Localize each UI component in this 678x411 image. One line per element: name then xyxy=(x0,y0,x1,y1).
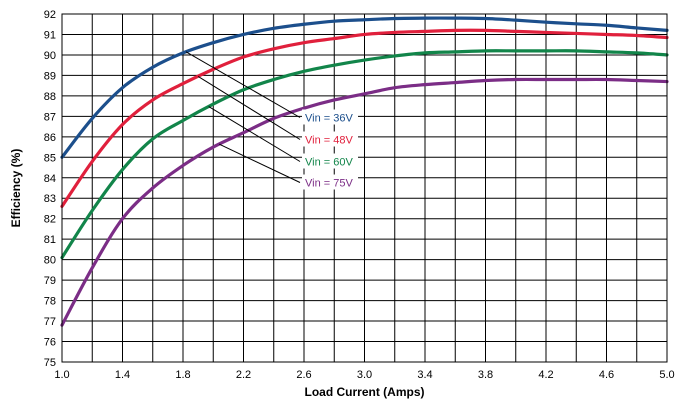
x-tick-label: 1.8 xyxy=(175,369,190,381)
legend-label-3: Vin = 75V xyxy=(305,178,353,190)
y-tick-label: 87 xyxy=(44,111,56,123)
plot-grid xyxy=(62,14,667,362)
y-tick-label: 81 xyxy=(44,234,56,246)
y-axis-title: Efficiency (%) xyxy=(9,149,23,228)
legend-label-background xyxy=(302,174,358,190)
y-tick-label: 83 xyxy=(44,193,56,205)
legend-label-background xyxy=(302,153,358,169)
y-tick-label: 76 xyxy=(44,337,56,349)
x-tick-label: 5.0 xyxy=(659,369,674,381)
legend-leader-line xyxy=(197,76,301,140)
legend-leader-lines xyxy=(185,51,301,183)
inline-legend: Vin = 36V Vin = 48V Vin = 60V Vin = 75V xyxy=(302,109,358,190)
legend-label-2: Vin = 60V xyxy=(305,157,353,169)
legend-label-1: Vin = 48V xyxy=(305,135,353,147)
series-line-1 xyxy=(60,28,669,209)
legend-label-background xyxy=(302,131,358,147)
x-tick-label: 2.2 xyxy=(236,369,251,381)
x-tick-label: 1.4 xyxy=(115,369,130,381)
y-axis-tick-labels: 75 76 77 78 79 80 81 82 83 84 85 86 87 88 89 90 91 92 xyxy=(44,9,56,369)
y-tick-label: 77 xyxy=(44,316,56,328)
y-tick-label: 92 xyxy=(44,9,56,21)
y-tick-label: 86 xyxy=(44,132,56,144)
y-tick-label: 84 xyxy=(44,173,56,185)
legend-label-background xyxy=(302,109,358,125)
y-tick-label: 80 xyxy=(44,255,56,267)
series-line-3 xyxy=(60,77,669,327)
y-tick-label: 90 xyxy=(44,50,56,62)
x-tick-label: 3.0 xyxy=(357,369,372,381)
y-tick-label: 82 xyxy=(44,214,56,226)
legend-leader-line xyxy=(208,106,301,162)
x-tick-label: 3.8 xyxy=(478,369,493,381)
x-tick-label: 3.4 xyxy=(417,369,432,381)
y-tick-label: 75 xyxy=(44,357,56,369)
series-line-2 xyxy=(60,49,669,260)
series-line-0 xyxy=(60,16,669,159)
plot-frame xyxy=(61,13,668,363)
y-tick-label: 79 xyxy=(44,275,56,287)
y-tick-label: 89 xyxy=(44,70,56,82)
y-tick-label: 85 xyxy=(44,152,56,164)
y-tick-label: 88 xyxy=(44,91,56,103)
x-tick-label: 1.0 xyxy=(54,369,69,381)
legend-leader-line xyxy=(219,143,301,183)
y-tick-label: 78 xyxy=(44,296,56,308)
legend-label-0: Vin = 36V xyxy=(305,113,353,125)
y-tick-label: 91 xyxy=(44,29,56,41)
x-tick-label: 4.6 xyxy=(599,369,614,381)
legend-leader-line xyxy=(185,51,301,118)
x-tick-label: 2.6 xyxy=(296,369,311,381)
data-series xyxy=(60,16,669,327)
x-tick-label: 4.2 xyxy=(538,369,553,381)
x-axis-tick-labels: 1.0 1.4 1.8 2.2 2.6 3.0 3.4 3.8 4.2 4.6 5.0 xyxy=(54,369,674,381)
x-axis-title: Load Current (Amps) xyxy=(305,385,425,399)
